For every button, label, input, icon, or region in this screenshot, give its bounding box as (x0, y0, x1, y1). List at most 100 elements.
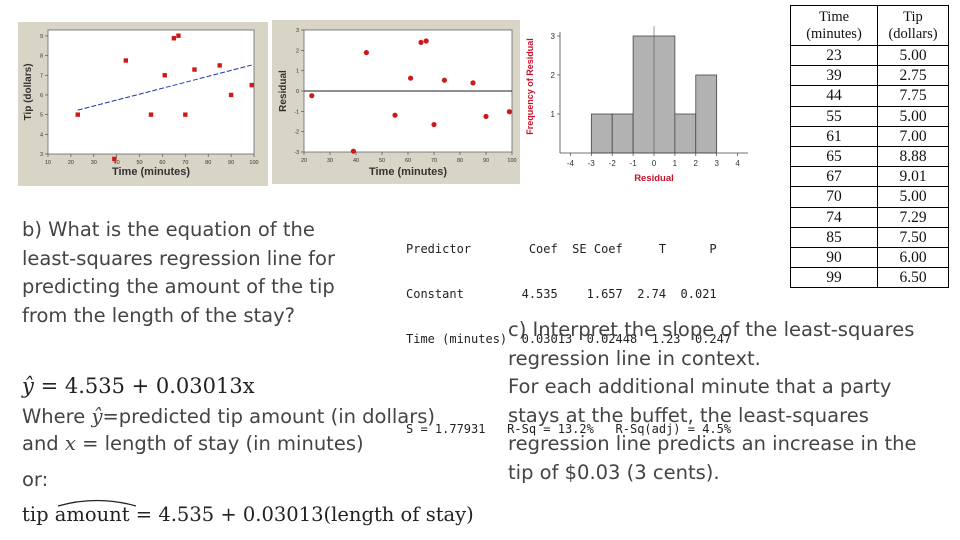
table-cell: 8.88 (877, 145, 949, 168)
alternate-equation: tip amount = 4.535 + 0.03013(length of s… (22, 499, 474, 526)
x-tick-label: 40 (114, 160, 120, 166)
x-tick-label: 70 (182, 160, 188, 166)
x-tick-label: 60 (159, 160, 165, 166)
y-tick-label: 3 (296, 28, 299, 34)
y-tick-label: 9 (40, 34, 43, 40)
x-tick-label: 80 (205, 160, 211, 166)
residual-point (350, 148, 356, 154)
table-cell: 90 (790, 246, 878, 269)
table-cell: 74 (790, 206, 878, 228)
where-label: Where (22, 405, 86, 428)
table-cell: 61 (790, 125, 878, 147)
scatterplot-tip-vs-time: 10 20 30 40 50 60 70 80 90 100 3 4 5 6 7 8 9 Time (minute… (18, 22, 268, 186)
x-axis-label: Residual (634, 173, 674, 184)
y-tick-label: -2 (294, 130, 299, 136)
y-axis-label: Frequency of Residual (525, 38, 535, 135)
data-table: Time (minutes) Tip (dollars) 23 5.00 39 2.75… (790, 5, 949, 289)
table-cell: 7.50 (877, 226, 949, 248)
table-row: 44 7.75 (790, 85, 949, 107)
table-cell: 7.00 (877, 125, 949, 147)
data-point (75, 112, 80, 117)
y-tick-label: 5 (40, 113, 43, 119)
table-header-row: Time (minutes) Tip (dollars) (790, 5, 949, 46)
y-tick-label: 2 (551, 71, 556, 80)
table-row: 74 7.29 (790, 206, 949, 228)
col-header-time: Time (minutes) (790, 5, 878, 46)
table-row: 61 7.00 (790, 125, 949, 147)
residual-point (309, 93, 315, 99)
where-var: ŷ (91, 405, 103, 428)
regression-constant-row: Constant 4.535 1.657 2.74 0.021 (406, 287, 717, 301)
table-cell: 65 (790, 145, 878, 168)
data-point (217, 63, 222, 68)
table-cell: 7.29 (877, 206, 949, 228)
y-tick-label: 1 (551, 110, 556, 119)
data-point (123, 58, 129, 63)
question-b: b) What is the equation of the least-squ… (22, 218, 335, 327)
residual-point (418, 39, 424, 46)
x-tick-label: 30 (327, 158, 333, 164)
x-tick-label: -1 (630, 159, 638, 168)
residual-point (506, 109, 512, 115)
table-cell: 2.75 (877, 65, 949, 87)
where-definition: =predicted tip amount (in dollars) (102, 405, 436, 428)
data-point (148, 112, 154, 117)
residual-point (470, 80, 476, 86)
y-axis-label: Residual (278, 70, 289, 112)
data-point (228, 92, 234, 98)
table-cell: 67 (790, 166, 878, 188)
question-c: c) Interpret the slope of the least-squa… (508, 318, 915, 370)
x-tick-label: -4 (567, 159, 575, 168)
and-var: x (64, 432, 76, 455)
y-hat-symbol: ŷ (22, 374, 34, 398)
y-tick-label: -1 (294, 109, 299, 115)
x-tick-label: 60 (405, 158, 411, 164)
y-axis-label: Tip (dollars) (23, 63, 34, 120)
histogram-bar (611, 113, 634, 154)
x-axis-label: Time (minutes) (369, 166, 447, 178)
and-definition: = length of stay (in minutes) (82, 432, 364, 455)
y-tick-label: 3 (551, 32, 556, 41)
x-tick-label: -2 (609, 159, 617, 168)
x-tick-label: 30 (91, 160, 97, 166)
and-label: and (22, 432, 59, 455)
table-cell: 44 (790, 85, 878, 107)
x-tick-label: 2 (694, 159, 699, 168)
x-tick-label: 70 (431, 158, 437, 164)
data-point (176, 33, 181, 38)
x-tick-label: 100 (249, 160, 258, 166)
residual-point (483, 113, 489, 120)
hat-arc (57, 499, 137, 507)
residual-point (363, 49, 369, 56)
table-cell: 5.00 (877, 44, 949, 67)
x-tick-label: 0 (652, 159, 657, 168)
x-tick-label: 3 (714, 159, 719, 168)
residual-point (392, 112, 398, 118)
residual-histogram: -4 -3 -2 -1 0 1 2 3 4 1 2 3 Residual Frequency of Res… (525, 26, 748, 184)
answer-c: For each additional minute that a party … (508, 375, 917, 484)
x-tick-label: 40 (353, 158, 359, 164)
y-tick-label: 3 (40, 152, 43, 158)
residual-point (441, 77, 447, 83)
y-tick-label: -3 (294, 150, 299, 156)
regression-time-row: Time (minutes) 0.03013 0.02448 1.23 0.24… (406, 332, 732, 346)
residual-point (431, 121, 437, 128)
table-row: 85 7.50 (790, 226, 949, 248)
col-header-tip: Tip (dollars) (877, 5, 949, 46)
data-point (183, 112, 188, 117)
table-row: 55 5.00 (790, 105, 949, 127)
regression-header: Predictor Coef SE Coef T P (406, 242, 717, 256)
x-tick-label: 1 (673, 159, 678, 168)
data-point (112, 156, 117, 162)
regression-line (77, 64, 252, 111)
histogram-bar (695, 74, 718, 154)
table-cell: 6.00 (877, 246, 949, 269)
table-cell: 39 (790, 65, 878, 87)
table-cell: 70 (790, 186, 878, 208)
histogram-bar (674, 113, 697, 154)
data-point (171, 36, 177, 41)
residual-point (423, 38, 429, 44)
x-tick-label: 100 (507, 158, 516, 164)
plot-area (47, 29, 255, 155)
where-line: Where ŷ=predicted tip amount (in dollars… (22, 403, 462, 432)
